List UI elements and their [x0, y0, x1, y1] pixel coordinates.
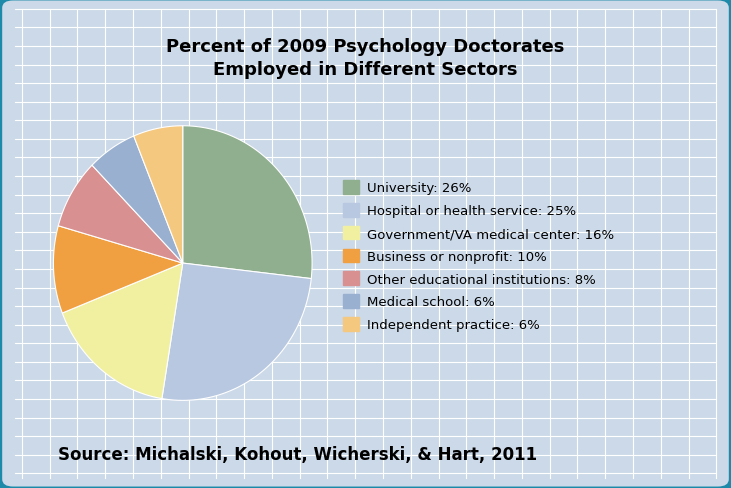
Polygon shape: [134, 126, 183, 264]
Polygon shape: [92, 137, 183, 264]
Polygon shape: [183, 126, 312, 279]
Text: Source: Michalski, Kohout, Wicherski, & Hart, 2011: Source: Michalski, Kohout, Wicherski, & …: [58, 445, 537, 463]
Polygon shape: [58, 166, 183, 264]
Text: Percent of 2009 Psychology Doctorates
Employed in Different Sectors: Percent of 2009 Psychology Doctorates Em…: [167, 38, 564, 80]
Polygon shape: [53, 226, 183, 313]
Polygon shape: [162, 264, 311, 401]
Legend: University: 26%, Hospital or health service: 25%, Government/VA medical center: : University: 26%, Hospital or health serv…: [343, 181, 614, 331]
Polygon shape: [62, 264, 183, 399]
